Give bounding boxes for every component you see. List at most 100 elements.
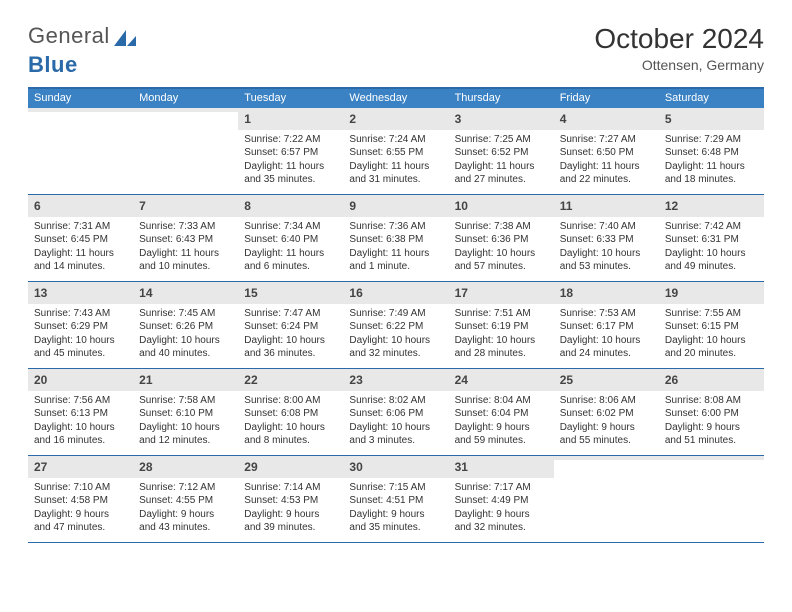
daylight-text: Daylight: 10 hours and 32 minutes. xyxy=(349,334,442,361)
day-details: Sunrise: 7:25 AMSunset: 6:52 PMDaylight:… xyxy=(449,130,554,193)
daylight-text: Daylight: 11 hours and 6 minutes. xyxy=(244,247,337,274)
sunrise-text: Sunrise: 7:17 AM xyxy=(455,481,548,495)
day-number: 24 xyxy=(455,373,468,387)
day-number-row: 25 xyxy=(554,369,659,391)
sunrise-text: Sunrise: 7:36 AM xyxy=(349,220,442,234)
sunrise-text: Sunrise: 7:56 AM xyxy=(34,394,127,408)
location-label: Ottensen, Germany xyxy=(594,57,764,73)
day-number: 11 xyxy=(560,199,573,213)
day-number: 23 xyxy=(349,373,362,387)
day-number-row: 26 xyxy=(659,369,764,391)
sunset-text: Sunset: 6:08 PM xyxy=(244,407,337,421)
daylight-text: Daylight: 11 hours and 10 minutes. xyxy=(139,247,232,274)
day-details: Sunrise: 7:10 AMSunset: 4:58 PMDaylight:… xyxy=(28,478,133,541)
sunrise-text: Sunrise: 7:49 AM xyxy=(349,307,442,321)
logo: General Blue xyxy=(28,24,136,77)
day-number: 6 xyxy=(34,199,41,213)
sunset-text: Sunset: 6:15 PM xyxy=(665,320,758,334)
sunset-text: Sunset: 4:49 PM xyxy=(455,494,548,508)
day-cell xyxy=(554,456,659,542)
calendar-page: General Blue October 2024 Ottensen, Germ… xyxy=(0,0,792,561)
daylight-text: Daylight: 9 hours and 51 minutes. xyxy=(665,421,758,448)
day-number-row: 28 xyxy=(133,456,238,478)
daylight-text: Daylight: 11 hours and 31 minutes. xyxy=(349,160,442,187)
day-details xyxy=(28,112,133,121)
daylight-text: Daylight: 10 hours and 53 minutes. xyxy=(560,247,653,274)
sunrise-text: Sunrise: 7:43 AM xyxy=(34,307,127,321)
day-number-row: 11 xyxy=(554,195,659,217)
day-details: Sunrise: 7:14 AMSunset: 4:53 PMDaylight:… xyxy=(238,478,343,541)
logo-text-blue: Blue xyxy=(28,52,78,77)
day-cell: 22Sunrise: 8:00 AMSunset: 6:08 PMDayligh… xyxy=(238,369,343,455)
day-header-thursday: Thursday xyxy=(449,89,554,108)
day-cell xyxy=(659,456,764,542)
day-details: Sunrise: 7:27 AMSunset: 6:50 PMDaylight:… xyxy=(554,130,659,193)
sunset-text: Sunset: 6:06 PM xyxy=(349,407,442,421)
daylight-text: Daylight: 11 hours and 22 minutes. xyxy=(560,160,653,187)
day-cell: 8Sunrise: 7:34 AMSunset: 6:40 PMDaylight… xyxy=(238,195,343,281)
day-cell: 10Sunrise: 7:38 AMSunset: 6:36 PMDayligh… xyxy=(449,195,554,281)
day-number: 8 xyxy=(244,199,251,213)
sunset-text: Sunset: 6:04 PM xyxy=(455,407,548,421)
sunrise-text: Sunrise: 7:58 AM xyxy=(139,394,232,408)
day-number-row: 2 xyxy=(343,108,448,130)
daylight-text: Daylight: 11 hours and 35 minutes. xyxy=(244,160,337,187)
day-number-row: 20 xyxy=(28,369,133,391)
daylight-text: Daylight: 10 hours and 40 minutes. xyxy=(139,334,232,361)
day-cell: 31Sunrise: 7:17 AMSunset: 4:49 PMDayligh… xyxy=(449,456,554,542)
sunrise-text: Sunrise: 8:02 AM xyxy=(349,394,442,408)
day-details: Sunrise: 8:00 AMSunset: 6:08 PMDaylight:… xyxy=(238,391,343,454)
day-details: Sunrise: 7:55 AMSunset: 6:15 PMDaylight:… xyxy=(659,304,764,367)
day-cell: 14Sunrise: 7:45 AMSunset: 6:26 PMDayligh… xyxy=(133,282,238,368)
sunrise-text: Sunrise: 8:08 AM xyxy=(665,394,758,408)
day-number: 19 xyxy=(665,286,678,300)
sunset-text: Sunset: 6:17 PM xyxy=(560,320,653,334)
daylight-text: Daylight: 9 hours and 59 minutes. xyxy=(455,421,548,448)
week-row: 6 Sunrise: 7:31 AMSunset: 6:45 PMDaylight… xyxy=(28,195,764,282)
sunset-text: Sunset: 6:55 PM xyxy=(349,146,442,160)
day-number-row: 1 xyxy=(238,108,343,130)
day-cell: 18Sunrise: 7:53 AMSunset: 6:17 PMDayligh… xyxy=(554,282,659,368)
sunrise-text: Sunrise: 7:14 AM xyxy=(244,481,337,495)
sunset-text: Sunset: 6:57 PM xyxy=(244,146,337,160)
day-details: Sunrise: 8:06 AMSunset: 6:02 PMDaylight:… xyxy=(554,391,659,454)
day-number-row: 22 xyxy=(238,369,343,391)
sunrise-text: Sunrise: 7:40 AM xyxy=(560,220,653,234)
day-number-row: 21 xyxy=(133,369,238,391)
day-header-friday: Friday xyxy=(554,89,659,108)
day-number: 14 xyxy=(139,286,152,300)
day-number: 25 xyxy=(560,373,573,387)
sunset-text: Sunset: 6:02 PM xyxy=(560,407,653,421)
logo-text-general: General xyxy=(28,23,110,48)
daylight-text: Daylight: 10 hours and 24 minutes. xyxy=(560,334,653,361)
day-details: Sunrise: 7:43 AMSunset: 6:29 PMDaylight:… xyxy=(28,304,133,367)
daylight-text: Daylight: 9 hours and 32 minutes. xyxy=(455,508,548,535)
day-details: Sunrise: 7:24 AMSunset: 6:55 PMDaylight:… xyxy=(343,130,448,193)
sunrise-text: Sunrise: 7:22 AM xyxy=(244,133,337,147)
day-header-sunday: Sunday xyxy=(28,89,133,108)
day-number: 26 xyxy=(665,373,678,387)
day-number-row: 16 xyxy=(343,282,448,304)
day-cell: 19 Sunrise: 7:55 AMSunset: 6:15 PMDayligh… xyxy=(659,282,764,368)
day-cell: 4Sunrise: 7:27 AMSunset: 6:50 PMDaylight… xyxy=(554,108,659,194)
sunrise-text: Sunrise: 7:34 AM xyxy=(244,220,337,234)
day-number-row: 18 xyxy=(554,282,659,304)
daylight-text: Daylight: 10 hours and 45 minutes. xyxy=(34,334,127,361)
day-number-row: 7 xyxy=(133,195,238,217)
daylight-text: Daylight: 9 hours and 47 minutes. xyxy=(34,508,127,535)
sunrise-text: Sunrise: 7:55 AM xyxy=(665,307,758,321)
daylight-text: Daylight: 10 hours and 49 minutes. xyxy=(665,247,758,274)
day-number: 2 xyxy=(349,112,356,126)
week-row: 27Sunrise: 7:10 AMSunset: 4:58 PMDayligh… xyxy=(28,456,764,543)
sunrise-text: Sunrise: 7:27 AM xyxy=(560,133,653,147)
day-details: Sunrise: 7:31 AMSunset: 6:45 PMDaylight:… xyxy=(28,217,133,280)
sunset-text: Sunset: 6:36 PM xyxy=(455,233,548,247)
day-details: Sunrise: 7:15 AMSunset: 4:51 PMDaylight:… xyxy=(343,478,448,541)
day-cell: 6 Sunrise: 7:31 AMSunset: 6:45 PMDaylight… xyxy=(28,195,133,281)
week-row: 20Sunrise: 7:56 AMSunset: 6:13 PMDayligh… xyxy=(28,369,764,456)
day-cell: 15Sunrise: 7:47 AMSunset: 6:24 PMDayligh… xyxy=(238,282,343,368)
day-details: Sunrise: 7:58 AMSunset: 6:10 PMDaylight:… xyxy=(133,391,238,454)
daylight-text: Daylight: 10 hours and 16 minutes. xyxy=(34,421,127,448)
daylight-text: Daylight: 10 hours and 28 minutes. xyxy=(455,334,548,361)
sunset-text: Sunset: 6:24 PM xyxy=(244,320,337,334)
